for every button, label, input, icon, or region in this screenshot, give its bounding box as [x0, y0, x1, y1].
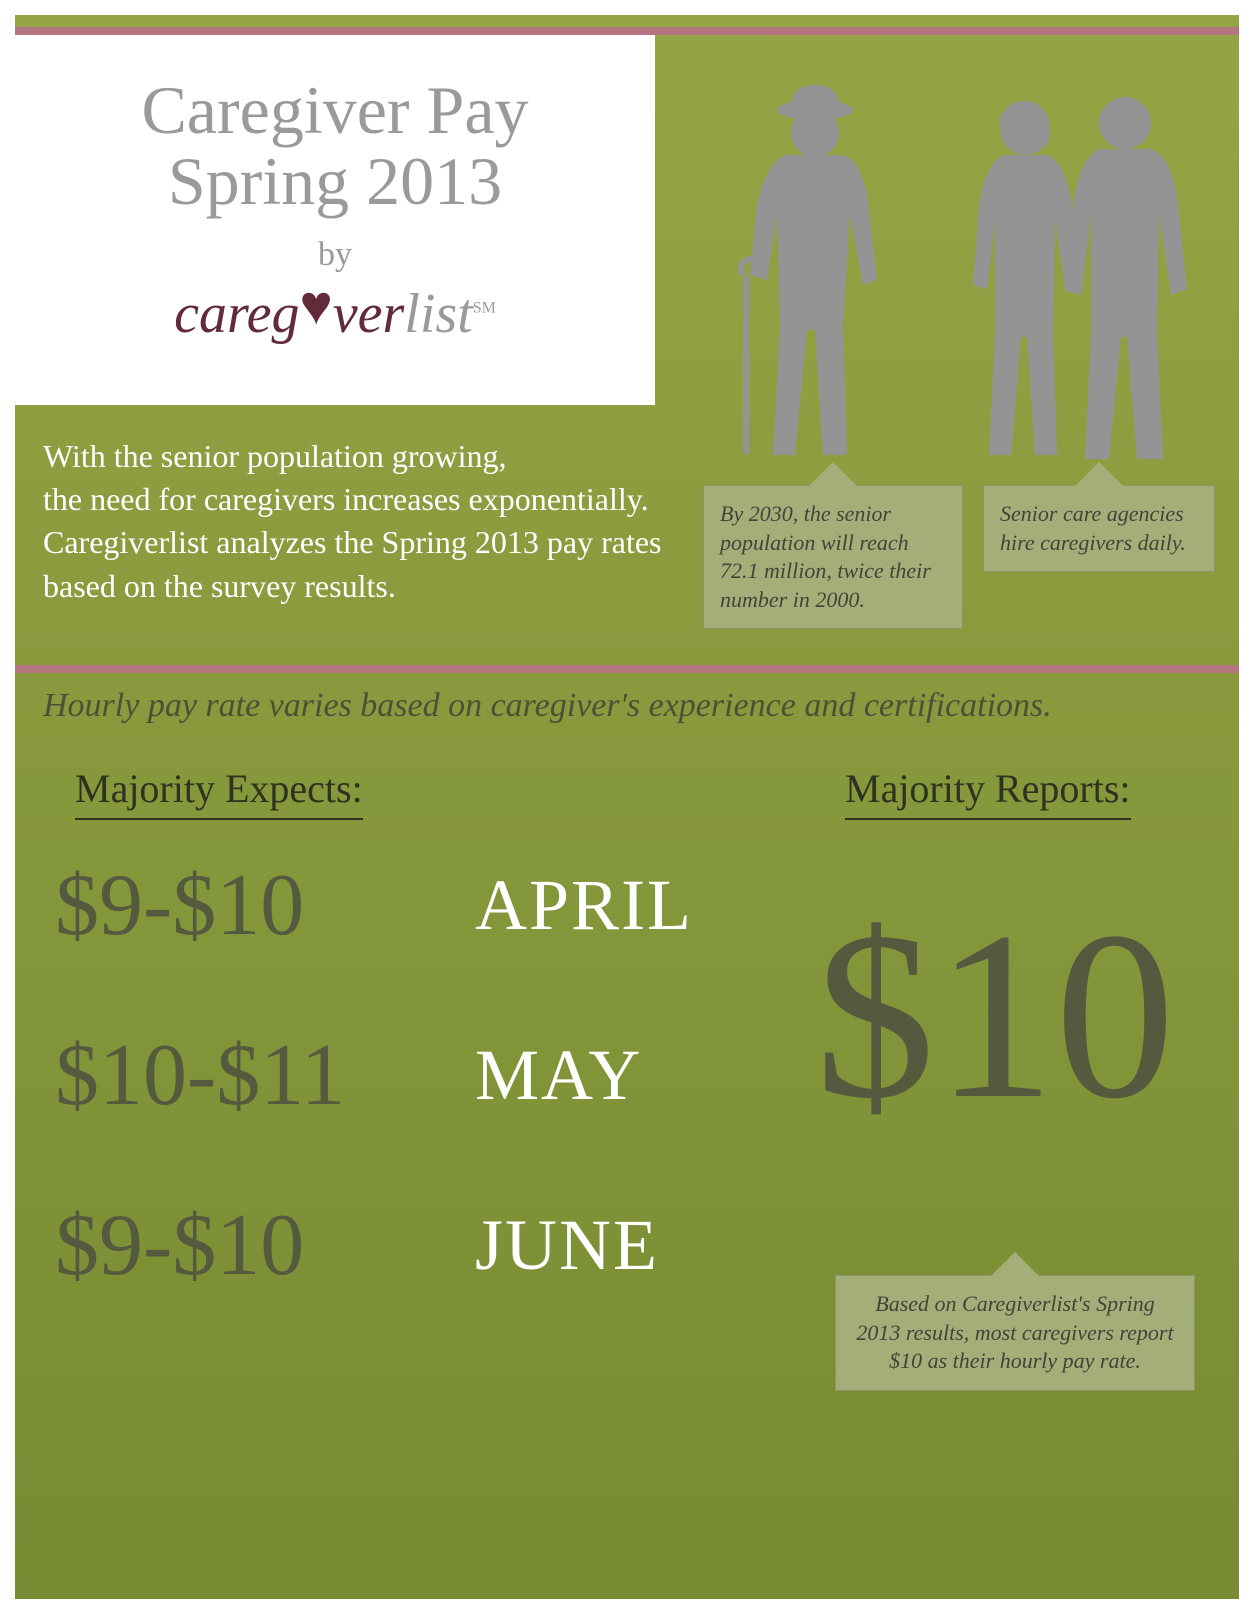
intro-text: With the senior population growing, the …: [43, 435, 683, 608]
brand-part1: careg: [174, 283, 299, 345]
callout-senior-population: By 2030, the senior population will reac…: [703, 485, 963, 629]
top-divider: [15, 27, 1239, 35]
people-icon: [695, 75, 1215, 475]
header-reports-text: Majority Reports:: [845, 765, 1131, 820]
header-reports: Majority Reports:: [845, 765, 1131, 820]
title-line2: Spring 2013: [45, 146, 625, 217]
mid-divider: [15, 665, 1239, 673]
month-june: JUNE: [475, 1204, 659, 1287]
amount-may: $10-$11: [55, 1025, 435, 1126]
month-may: MAY: [475, 1034, 642, 1117]
brand-logo: careg♥verlistSM: [45, 282, 625, 346]
header-expects-text: Majority Expects:: [75, 765, 363, 820]
pay-row-april: $9-$10 APRIL: [55, 855, 693, 956]
content-panel: Caregiver Pay Spring 2013 by careg♥verli…: [14, 14, 1240, 1600]
brand-part2: ver: [333, 283, 405, 345]
amount-april: $9-$10: [55, 855, 435, 956]
brand-sm: SM: [473, 299, 496, 316]
callout-ten-dollar: Based on Caregiverlist's Spring 2013 res…: [835, 1275, 1195, 1391]
amount-june: $9-$10: [55, 1195, 435, 1296]
brand-list: list: [404, 283, 472, 345]
title-card: Caregiver Pay Spring 2013 by careg♥verli…: [15, 35, 655, 405]
byline: by: [45, 236, 625, 274]
page-root: Caregiver Pay Spring 2013 by careg♥verli…: [0, 0, 1254, 1614]
pay-row-june: $9-$10 JUNE: [55, 1195, 659, 1296]
pay-row-may: $10-$11 MAY: [55, 1025, 642, 1126]
title-line1: Caregiver Pay: [45, 75, 625, 146]
callout-hire-daily: Senior care agencies hire caregivers dai…: [983, 485, 1215, 572]
silhouettes: [695, 75, 1215, 475]
hourly-note: Hourly pay rate varies based on caregive…: [43, 687, 1211, 725]
big-ten: $10: [815, 895, 1175, 1135]
header-expects: Majority Expects:: [75, 765, 363, 820]
heart-icon: ♥: [300, 275, 333, 337]
month-april: APRIL: [475, 864, 693, 947]
